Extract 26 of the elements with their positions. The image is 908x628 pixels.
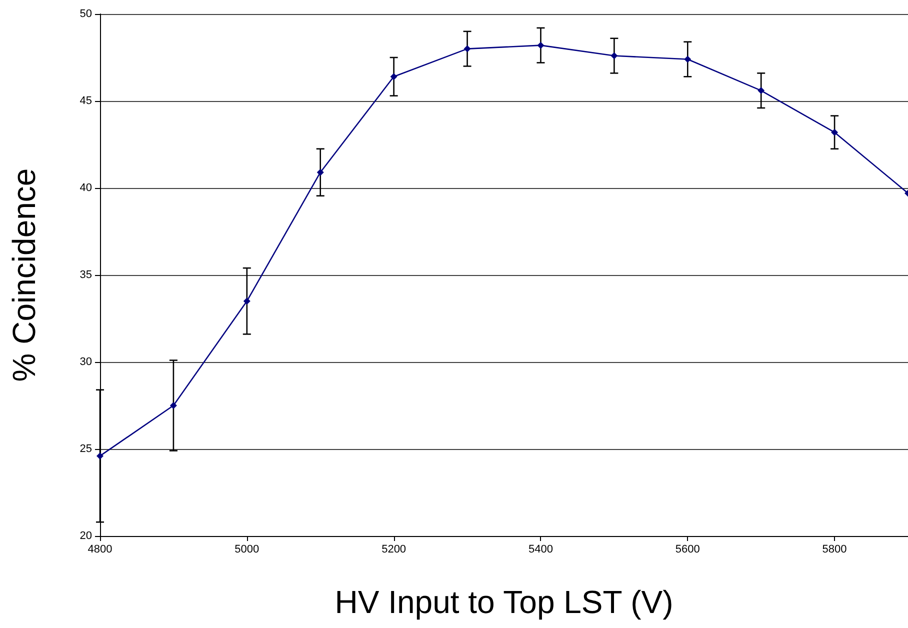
- point: [610, 52, 618, 60]
- x-tick-label: 5600: [675, 544, 700, 556]
- point: [316, 168, 324, 176]
- y-tick-label: 20: [80, 530, 92, 542]
- point: [96, 452, 104, 460]
- y-tick-label: 50: [80, 8, 92, 20]
- point: [464, 45, 471, 52]
- point: [537, 42, 544, 49]
- point: [684, 56, 692, 63]
- y-axis-title: % Coincidence: [6, 168, 42, 382]
- point: [390, 73, 398, 80]
- point: [831, 128, 838, 136]
- x-tick-label: 5000: [234, 544, 260, 556]
- point: [758, 87, 765, 94]
- x-tick-label: 4800: [88, 544, 112, 556]
- x-tick-label: 5800: [822, 544, 847, 556]
- x-tick-label: 5200: [382, 544, 406, 556]
- y-tick-label: 35: [80, 269, 92, 281]
- point: [243, 298, 250, 305]
- point: [170, 402, 177, 409]
- y-tick-label: 40: [80, 182, 92, 194]
- y-tick-label: 25: [80, 443, 92, 455]
- y-tick-label: 30: [80, 356, 92, 368]
- x-axis-title: HV Input to Top LST (V): [334, 584, 674, 620]
- x-tick-label: 5400: [528, 544, 553, 556]
- y-tick-label: 45: [80, 95, 92, 107]
